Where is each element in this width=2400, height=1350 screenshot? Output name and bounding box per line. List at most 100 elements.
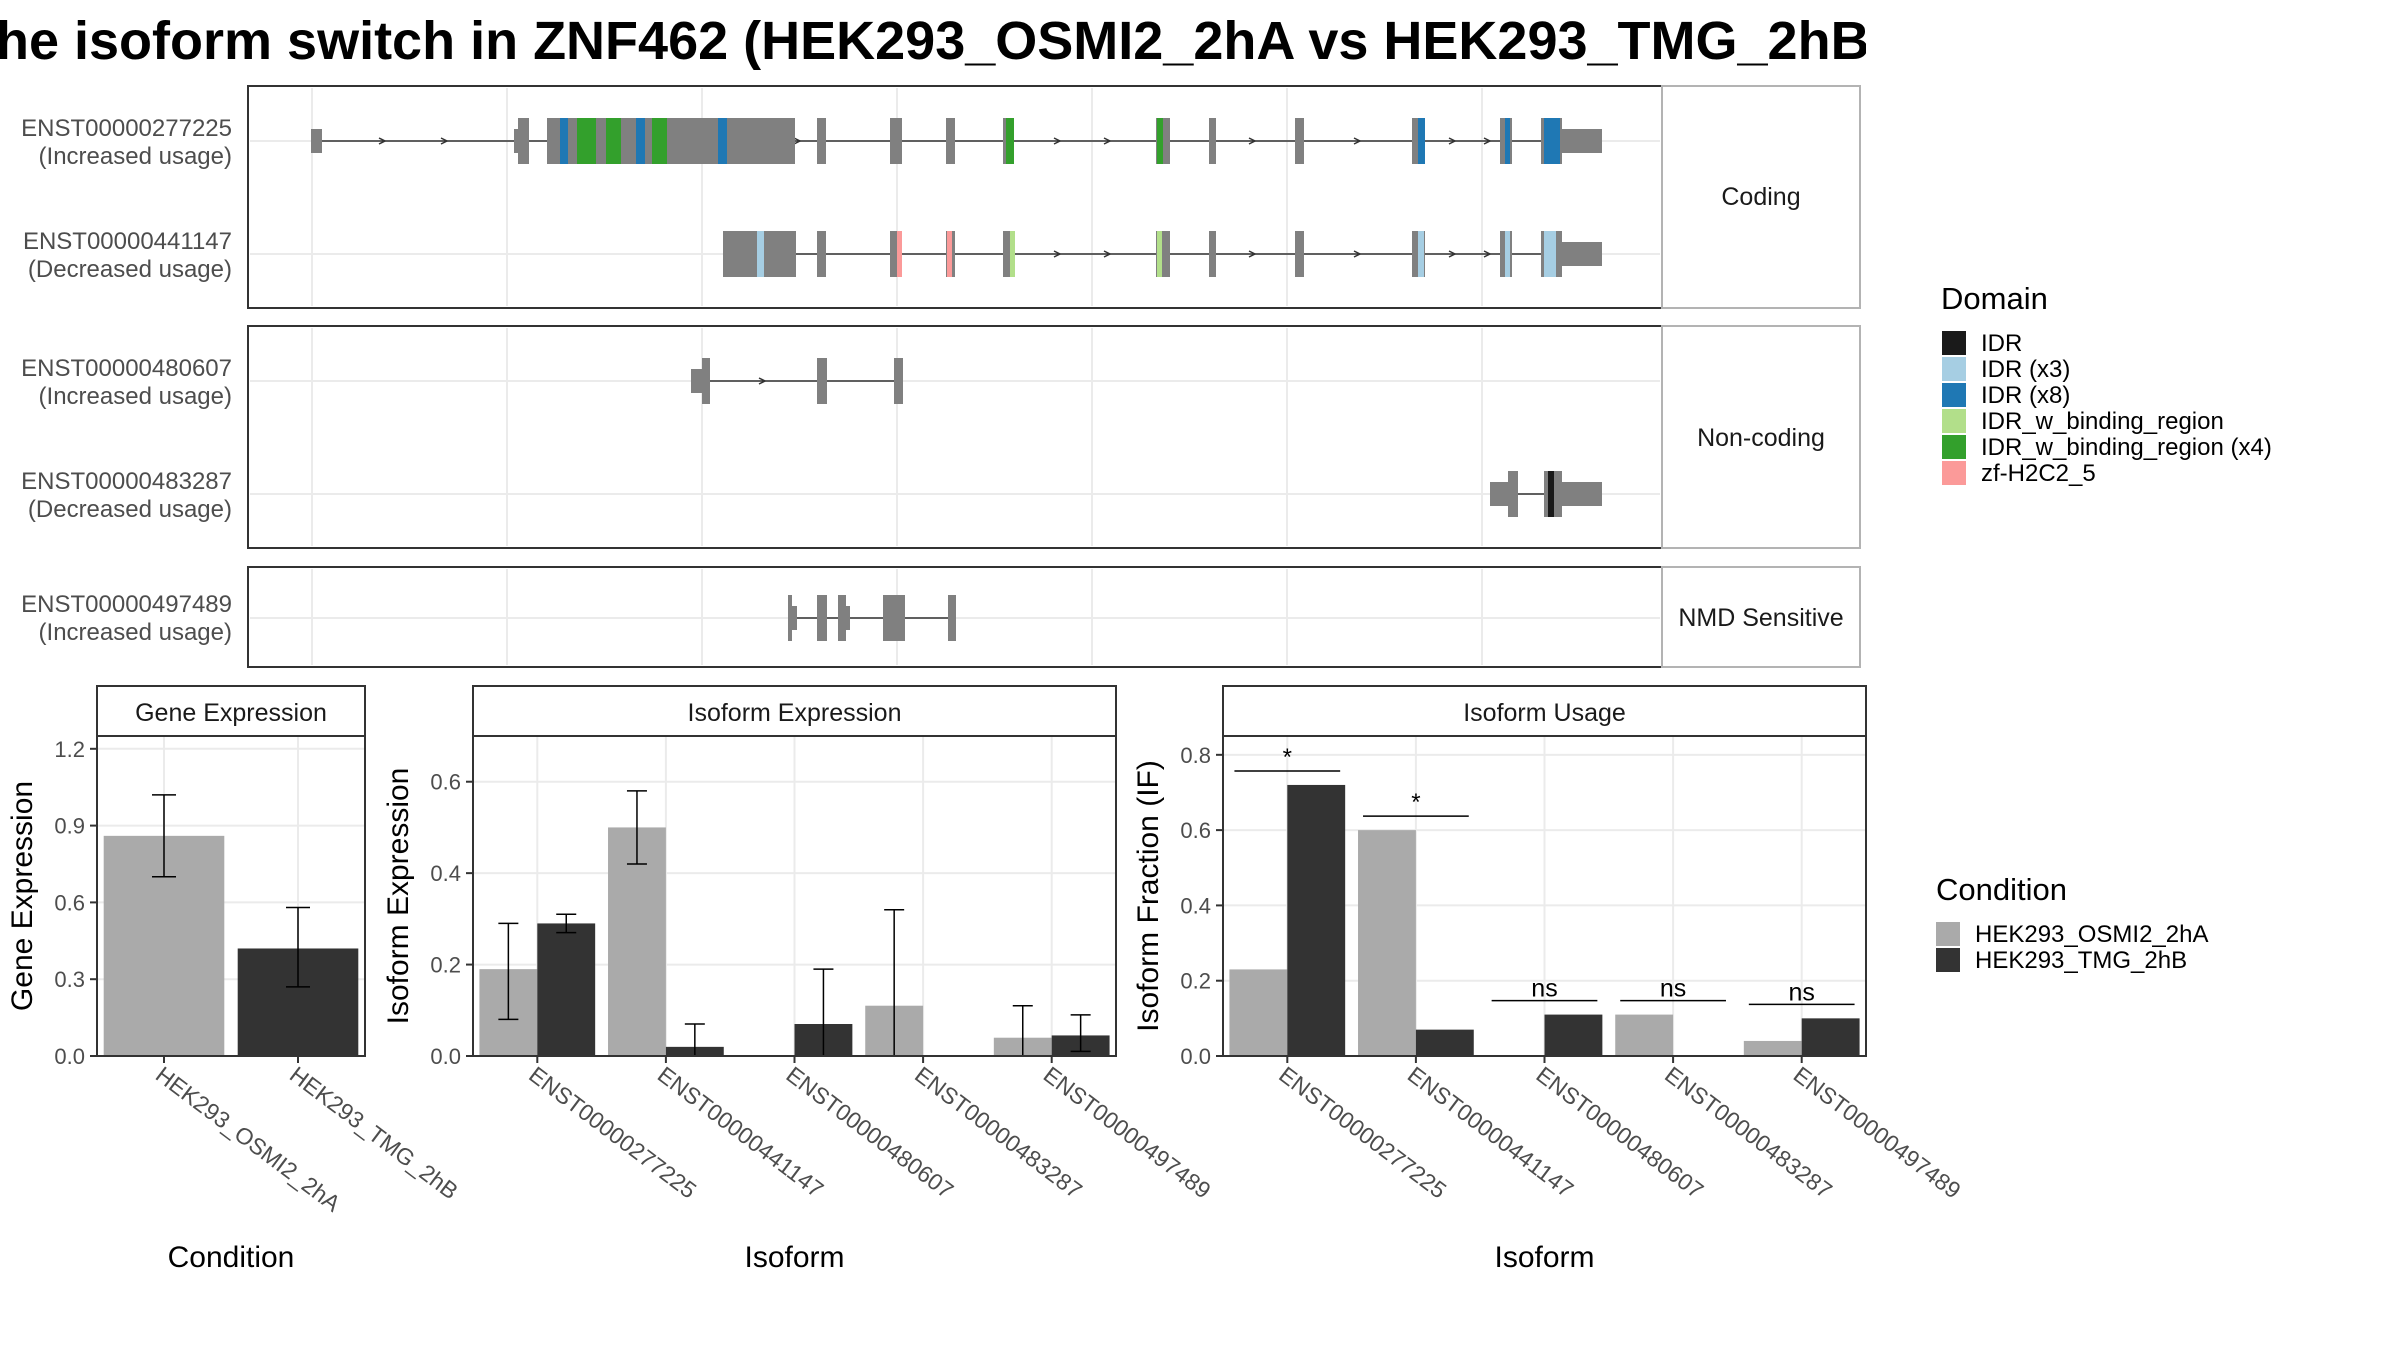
domain-segment (577, 118, 596, 164)
exon (890, 118, 902, 164)
facet-strip (1661, 85, 1861, 309)
y-tick-label: 0.6 (430, 770, 461, 795)
isoform-expression-chart: Isoform Expression0.00.20.40.6ENST000002… (382, 685, 1216, 1274)
chart-title: Gene Expression (135, 699, 327, 727)
y-axis-title: Gene Expression (6, 781, 39, 1011)
y-axis-title: Isoform Fraction (IF) (1132, 760, 1165, 1032)
legend-label: IDR (1981, 330, 2022, 357)
y-tick-label: 0.2 (1180, 969, 1211, 994)
bar (1801, 1018, 1860, 1056)
transcript-usage-label: (Increased usage) (39, 619, 232, 646)
legend-label: IDR (x8) (1981, 382, 2070, 409)
y-tick-label: 0.3 (54, 967, 85, 992)
structure-panel-coding: Coding (247, 85, 1861, 309)
domain-segment (897, 231, 902, 277)
exon (1209, 118, 1216, 164)
bar (1287, 784, 1346, 1056)
exon (518, 118, 529, 164)
exon (1209, 231, 1216, 277)
transcript-usage-label: (Increased usage) (39, 383, 232, 410)
transcript-id-label: ENST00000277225 (21, 115, 232, 142)
bar (1229, 969, 1288, 1056)
legend-title: Condition (1936, 872, 2067, 907)
domain-segment (1548, 471, 1554, 517)
exon (817, 118, 826, 164)
legend-label: IDR_w_binding_region (x4) (1981, 434, 2272, 461)
exon (846, 606, 850, 630)
panel-border (96, 735, 366, 1057)
exon (1490, 482, 1508, 506)
domain-segment (652, 118, 667, 164)
exon (817, 358, 827, 404)
facet-label-coding: Coding (1721, 183, 1800, 211)
facet-strip (1222, 685, 1867, 737)
transcript-usage-label: (Decreased usage) (28, 496, 232, 523)
exon (946, 118, 955, 164)
exon (1562, 242, 1602, 266)
exon (1295, 231, 1304, 277)
exon (948, 595, 956, 641)
direction-arrow (1248, 250, 1257, 258)
x-axis-title: Isoform (1494, 1241, 1594, 1274)
domain-segment (1006, 118, 1014, 164)
transcript-id-label: ENST00000497489 (21, 591, 232, 618)
facet-strip (96, 685, 366, 737)
legend-swatch (1942, 461, 1966, 485)
structure-panel-noncoding: Non-coding (247, 325, 1861, 549)
significance-label: ns (1788, 978, 1814, 1006)
significance-label: ns (1531, 975, 1557, 1003)
domain-segment (1505, 118, 1510, 164)
chart-title: Isoform Usage (1463, 699, 1626, 727)
legend-swatch (1942, 409, 1966, 433)
legend-label: zf-H2C2_5 (1981, 460, 2096, 487)
exon (311, 129, 322, 153)
exon (838, 595, 846, 641)
direction-arrow (758, 377, 767, 385)
y-tick-label: 0.4 (1180, 893, 1211, 918)
direction-arrow (1448, 137, 1457, 145)
isoform-usage-chart: Isoform Usage**ns ns ns0.00.20.40.60.8ENST… (1132, 685, 1966, 1274)
y-tick-label: 0.4 (430, 861, 461, 886)
exon (894, 358, 903, 404)
bar (1544, 1014, 1603, 1056)
significance-label: ns (1660, 975, 1686, 1003)
direction-arrow (1483, 137, 1492, 145)
bar (1358, 830, 1416, 1056)
facet-strip (472, 685, 1117, 737)
domain-segment (1010, 231, 1015, 277)
legend-swatch (1942, 331, 1966, 355)
exon (1562, 129, 1602, 153)
domain-segment (1157, 118, 1163, 164)
domain-segment (1544, 231, 1556, 277)
transcript-id-label: ENST00000480607 (21, 355, 232, 382)
direction-arrow (1053, 250, 1062, 258)
direction-arrow (1248, 137, 1257, 145)
legend-swatch (1942, 435, 1966, 459)
exon (788, 595, 792, 641)
bar (537, 923, 596, 1056)
panel-background (247, 325, 1663, 549)
y-tick-label: 0.2 (430, 953, 461, 978)
figure-title: he isoform switch in ZNF462 (HEK293_OSMI… (0, 11, 1866, 71)
direction-arrow (1103, 250, 1112, 258)
significance-label: * (1283, 744, 1292, 771)
y-axis-title: Isoform Expression (382, 768, 415, 1025)
y-tick-label: 0.0 (430, 1044, 461, 1069)
legend-label: HEK293_OSMI2_2hA (1975, 921, 2208, 948)
facet-label-noncoding: Non-coding (1697, 424, 1825, 452)
x-axis-title: Condition (168, 1241, 295, 1274)
exon (1508, 471, 1518, 517)
y-tick-label: 1.2 (54, 737, 85, 762)
direction-arrow (1483, 250, 1492, 258)
chart-title: Isoform Expression (688, 699, 902, 727)
direction-arrow (440, 137, 449, 145)
exon (514, 129, 518, 153)
facet-strip (1661, 325, 1861, 549)
bar (1415, 1029, 1474, 1056)
exon (1295, 118, 1304, 164)
direction-arrow (1448, 250, 1457, 258)
domain-segment (718, 118, 727, 164)
